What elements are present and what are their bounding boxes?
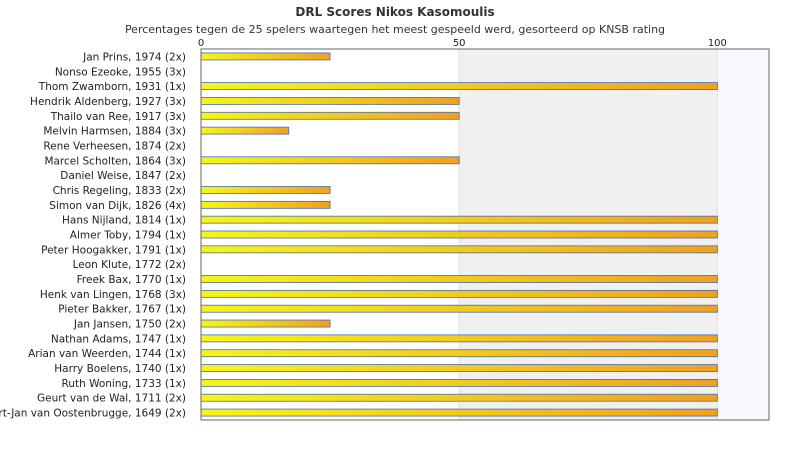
bar <box>200 275 718 283</box>
bar <box>200 319 331 328</box>
bar <box>200 349 718 358</box>
category-label: Geert-Jan van Oostenbrugge, 1649 (2x) <box>0 408 186 420</box>
bar <box>200 245 718 254</box>
bar <box>200 393 718 402</box>
category-label: Nonso Ezeoke, 1955 (3x) <box>55 66 186 78</box>
plot-frame <box>200 48 770 421</box>
category-label: Hendrik Aldenberg, 1927 (3x) <box>30 96 186 108</box>
category-label: Pieter Bakker, 1767 (1x) <box>58 304 186 316</box>
category-label: Henk van Lingen, 1768 (3x) <box>40 289 186 301</box>
bar <box>200 334 718 343</box>
category-label: Thom Zwamborn, 1931 (1x) <box>38 81 186 93</box>
bar <box>200 408 718 417</box>
category-label: Simon van Dijk, 1826 (4x) <box>49 200 186 212</box>
x-tick-label: 100 <box>708 38 727 49</box>
category-label: Jan Prins, 1974 (2x) <box>82 51 186 63</box>
bar <box>200 289 718 298</box>
bar <box>200 304 718 313</box>
category-label: Ruth Woning, 1733 (1x) <box>62 378 187 390</box>
category-label: Arian van Weerden, 1744 (1x) <box>28 348 186 360</box>
category-label: Marcel Scholten, 1864 (3x) <box>44 155 186 167</box>
category-labels: Jan Prins, 1974 (2x) Nonso Ezeoke, 1955 (… <box>0 51 186 419</box>
category-label: Freek Bax, 1770 (1x) <box>77 274 186 286</box>
category-label: Melvin Harmsen, 1884 (3x) <box>43 126 186 138</box>
bar <box>200 186 331 194</box>
bar <box>200 52 331 61</box>
bar <box>200 111 460 120</box>
category-label: Almer Toby, 1794 (1x) <box>70 230 186 242</box>
x-tick-label: 0 <box>198 38 204 49</box>
category-label: Geurt van de Wal, 1711 (2x) <box>37 393 186 405</box>
category-label: Peter Hoogakker, 1791 (1x) <box>41 244 186 256</box>
bar <box>200 126 290 135</box>
x-axis-ticks: 0 50 100 <box>198 38 727 49</box>
category-label: Jan Jansen, 1750 (2x) <box>73 319 186 331</box>
bar <box>200 200 331 209</box>
category-label: Hans Nijland, 1814 (1x) <box>62 215 186 227</box>
category-label: Nathan Adams, 1747 (1x) <box>51 333 186 345</box>
bar <box>200 156 460 165</box>
category-label: Thailo van Ree, 1917 (3x) <box>50 111 186 123</box>
bar <box>200 230 718 239</box>
chart-subtitle: Percentages tegen de 25 spelers waartege… <box>125 23 665 36</box>
bar <box>200 378 718 387</box>
category-label: Leon Klute, 1772 (2x) <box>73 259 186 271</box>
category-label: Daniel Weise, 1847 (2x) <box>60 170 186 182</box>
bar <box>200 215 718 224</box>
background-band <box>717 49 769 420</box>
category-label: Chris Regeling, 1833 (2x) <box>53 185 186 197</box>
chart-title: DRL Scores Nikos Kasomoulis <box>295 5 494 19</box>
bar <box>200 97 460 105</box>
bar <box>200 364 718 372</box>
category-label: Harry Boelens, 1740 (1x) <box>54 363 186 375</box>
bar <box>200 82 718 90</box>
category-label: Rene Verheesen, 1874 (2x) <box>43 140 186 152</box>
x-tick-label: 50 <box>453 38 466 49</box>
bars <box>200 52 718 417</box>
